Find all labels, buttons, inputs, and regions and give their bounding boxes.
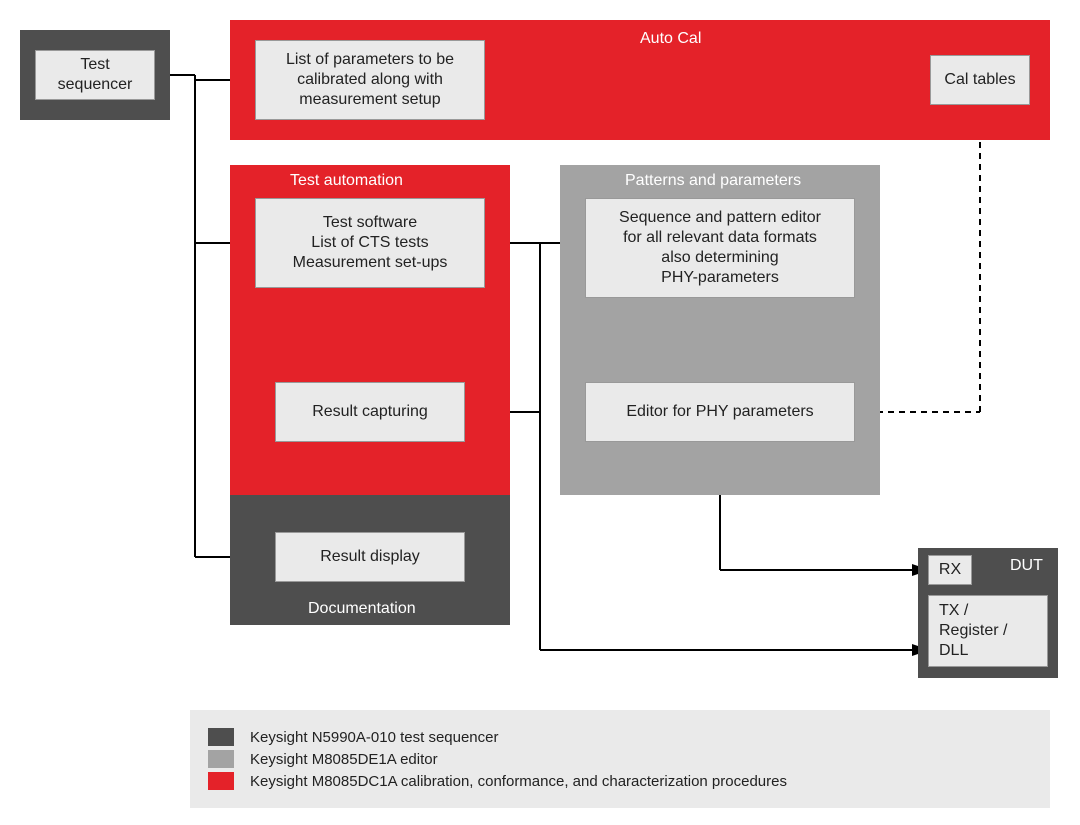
node-test_sw: Test softwareList of CTS testsMeasuremen… — [255, 198, 485, 288]
legend-label-1: Keysight M8085DE1A editor — [250, 751, 438, 768]
node-result_disp: Result display — [275, 532, 465, 582]
node-label-tx: TX /Register /DLL — [939, 601, 1007, 661]
node-label-cal_tables: Cal tables — [944, 70, 1015, 90]
legend-row-2: Keysight M8085DC1A calibration, conforma… — [208, 772, 1032, 790]
legend-row-1: Keysight M8085DE1A editor — [208, 750, 1032, 768]
node-label-result_disp: Result display — [320, 547, 420, 567]
node-cal_params: List of parameters to becalibrated along… — [255, 40, 485, 120]
region-title-test_auto: Test automation — [290, 172, 403, 190]
legend-swatch-1 — [208, 750, 234, 768]
diagram-stage: Auto Cal Test automation Patterns and para… — [0, 0, 1080, 825]
node-cal_tables: Cal tables — [930, 55, 1030, 105]
legend: Keysight N5990A-010 test sequencer Keysig… — [190, 710, 1050, 808]
node-phy_editor: Editor for PHY parameters — [585, 382, 855, 442]
node-label-cal_params: List of parameters to becalibrated along… — [286, 50, 454, 110]
node-label-rx: RX — [939, 560, 961, 580]
node-label-seq_editor: Sequence and pattern editorfor all relev… — [619, 208, 821, 288]
legend-label-0: Keysight N5990A-010 test sequencer — [250, 729, 499, 746]
region-title-dut: DUT — [1010, 557, 1043, 575]
node-seq_editor: Sequence and pattern editorfor all relev… — [585, 198, 855, 298]
region-title-documentation: Documentation — [308, 600, 416, 618]
node-label-phy_editor: Editor for PHY parameters — [626, 402, 813, 422]
region-title-patterns: Patterns and parameters — [625, 172, 801, 190]
legend-label-2: Keysight M8085DC1A calibration, conforma… — [250, 773, 787, 790]
node-sequencer: Testsequencer — [35, 50, 155, 100]
legend-row-0: Keysight N5990A-010 test sequencer — [208, 728, 1032, 746]
legend-swatch-2 — [208, 772, 234, 790]
node-label-sequencer: Testsequencer — [58, 55, 133, 95]
legend-swatch-0 — [208, 728, 234, 746]
node-tx: TX /Register /DLL — [928, 595, 1048, 667]
node-rx: RX — [928, 555, 972, 585]
node-result_cap: Result capturing — [275, 382, 465, 442]
node-label-test_sw: Test softwareList of CTS testsMeasuremen… — [293, 213, 448, 273]
region-title-autocal: Auto Cal — [640, 30, 701, 48]
node-label-result_cap: Result capturing — [312, 402, 428, 422]
